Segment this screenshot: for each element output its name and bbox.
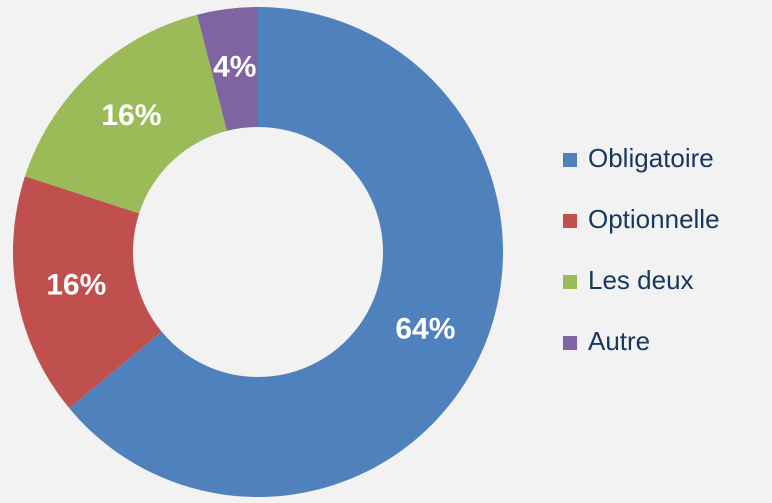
legend-swatch <box>563 214 577 228</box>
data-label: 16% <box>46 269 106 302</box>
donut-slice <box>69 7 504 498</box>
donut-slice <box>197 7 258 131</box>
data-label: 16% <box>101 99 161 132</box>
donut-slice <box>13 176 162 409</box>
donut-slice <box>24 14 227 214</box>
legend-swatch <box>563 153 577 167</box>
legend-label: Optionnelle <box>588 204 720 234</box>
legend-label: Obligatoire <box>588 143 714 173</box>
legend-swatch <box>563 336 577 350</box>
data-label: 4% <box>213 50 256 83</box>
data-label: 64% <box>395 313 455 346</box>
legend-swatch <box>563 275 577 289</box>
legend-label: Autre <box>588 326 650 356</box>
legend-label: Les deux <box>588 265 694 295</box>
